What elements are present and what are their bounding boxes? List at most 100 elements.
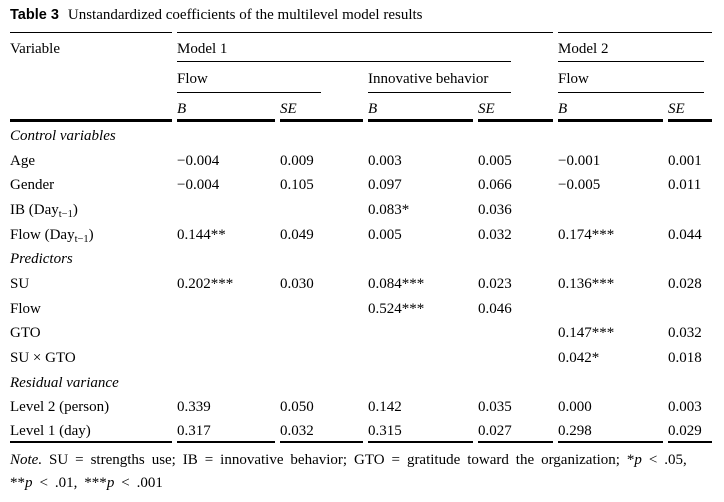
cell-value: 0.030: [280, 275, 314, 292]
table-row: Flow (Dayt−1) 0.144** 0.049 0.005 0.032 0.174…: [10, 221, 712, 246]
table-number: Table 3: [10, 7, 59, 23]
table-body: Control variables Age −0.004 0.009 0.003 0.00…: [10, 122, 713, 444]
cell-value: [177, 320, 275, 345]
column-header-se-3: SE: [668, 93, 713, 122]
cell-value: [177, 196, 275, 221]
cell-value: [478, 320, 553, 345]
row-label: SU: [10, 275, 30, 292]
cell-value: [280, 196, 363, 221]
row-label: Gender: [10, 177, 55, 194]
cell-value: 0.018: [668, 350, 702, 367]
cell-value: 0.202***: [177, 275, 234, 292]
table-note: Note. SU = strengths use; IB = innovativ…: [10, 452, 687, 491]
header-row-outcomes: Flow Innovative behavior Flow: [10, 62, 712, 94]
cell-value: [558, 196, 663, 221]
row-label: Flow: [10, 300, 41, 317]
cell-value: 0.097: [368, 177, 402, 194]
column-header-se-1: SE: [280, 93, 363, 122]
cell-value: 0.136***: [558, 275, 615, 292]
cell-value: 0.317: [177, 418, 275, 444]
column-header-se-2: SE: [478, 93, 554, 122]
cell-value: 0.029: [668, 418, 713, 444]
cell-value: 0.000: [558, 399, 592, 416]
cell-value: 0.003: [668, 399, 702, 416]
column-header-variable: Variable: [10, 32, 172, 122]
cell-value: 0.142: [368, 399, 402, 416]
cell-value: −0.004: [177, 152, 220, 169]
table-row: Gender −0.004 0.105 0.097 0.066 −0.005 0.011: [10, 171, 712, 196]
cell-value: 0.105: [280, 177, 314, 194]
section-row: Predictors: [10, 245, 712, 270]
column-header-b-3: B: [558, 93, 664, 122]
cell-value: [280, 320, 363, 345]
row-label: Age: [10, 152, 35, 169]
cell-value: [177, 344, 275, 369]
table-row: Flow 0.524*** 0.046: [10, 295, 712, 320]
table-row: Level 1 (day) 0.317 0.032 0.315 0.027 0.298 0.…: [10, 418, 713, 444]
cell-value: 0.036: [478, 201, 512, 218]
cell-value: [478, 344, 553, 369]
cell-value: [668, 295, 712, 320]
cell-value: 0.009: [280, 152, 314, 169]
cell-value: [558, 295, 663, 320]
table-row: SU 0.202*** 0.030 0.084*** 0.023 0.136*** 0.02…: [10, 270, 712, 295]
cell-value: [668, 196, 712, 221]
section-label: Residual variance: [10, 374, 119, 391]
cell-value: 0.011: [668, 177, 702, 194]
cell-value: 0.046: [478, 300, 512, 317]
cell-value: 0.066: [478, 177, 512, 194]
cell-value: 0.042*: [558, 350, 600, 367]
cell-value: 0.083*: [368, 201, 410, 218]
header-row-stats: B SE B SE B SE: [10, 93, 713, 122]
cell-value: 0.315: [368, 418, 473, 444]
row-label: GTO: [10, 325, 41, 342]
column-header-model1: Model 1: [177, 32, 554, 63]
cell-value: [280, 295, 363, 320]
results-table: Variable Model 1 Model 2 Flow Innovative…: [5, 32, 717, 444]
row-label: Level 1 (day): [10, 418, 172, 444]
table-row: Age −0.004 0.009 0.003 0.005 −0.001 0.001: [10, 147, 712, 172]
column-header-innovative-behavior: Innovative behavior: [368, 62, 553, 94]
table-row: Level 2 (person) 0.339 0.050 0.142 0.035 0.00…: [10, 394, 712, 419]
row-label: IB (Dayt−1): [10, 201, 78, 221]
column-header-model2: Model 2: [558, 32, 713, 63]
cell-value: 0.001: [668, 152, 702, 169]
section-row: Residual variance: [10, 369, 712, 394]
cell-value: 0.524***: [368, 300, 425, 317]
cell-value: 0.028: [668, 275, 702, 292]
section-label: Control variables: [10, 127, 116, 144]
column-header-flow-model1: Flow: [177, 62, 363, 94]
cell-value: [280, 344, 363, 369]
cell-value: 0.144**: [177, 226, 226, 243]
section-label: Predictors: [10, 251, 73, 268]
cell-value: 0.050: [280, 399, 314, 416]
row-label: Level 2 (person): [10, 399, 110, 416]
cell-value: 0.027: [478, 418, 554, 444]
cell-value: 0.339: [177, 399, 211, 416]
cell-value: 0.005: [368, 226, 402, 243]
table-row: IB (Dayt−1) 0.083* 0.036: [10, 196, 712, 221]
table-row: SU × GTO 0.042* 0.018: [10, 344, 712, 369]
cell-value: 0.147***: [558, 325, 615, 342]
cell-value: 0.003: [368, 152, 402, 169]
cell-value: 0.044: [668, 226, 702, 243]
cell-value: 0.032: [280, 418, 363, 444]
header-row-models: Variable Model 1 Model 2: [10, 32, 713, 122]
cell-value: 0.023: [478, 275, 512, 292]
cell-value: 0.032: [668, 325, 702, 342]
column-header-flow-model2: Flow: [558, 62, 712, 94]
cell-value: 0.084***: [368, 275, 425, 292]
row-label: SU × GTO: [10, 350, 76, 367]
table-row: GTO 0.147*** 0.032: [10, 320, 712, 345]
page-title: Unstandardized coefficients of the multi…: [67, 7, 423, 23]
cell-value: 0.035: [478, 399, 512, 416]
cell-value: 0.174***: [558, 226, 615, 243]
column-header-b-1: B: [177, 93, 275, 122]
row-label: Flow (Dayt−1): [10, 226, 94, 246]
cell-value: 0.298: [558, 418, 664, 444]
cell-value: 0.005: [478, 152, 512, 169]
cell-value: [368, 344, 473, 369]
table-header: Variable Model 1 Model 2 Flow Innovative…: [10, 32, 713, 122]
cell-value: −0.004: [177, 177, 220, 194]
